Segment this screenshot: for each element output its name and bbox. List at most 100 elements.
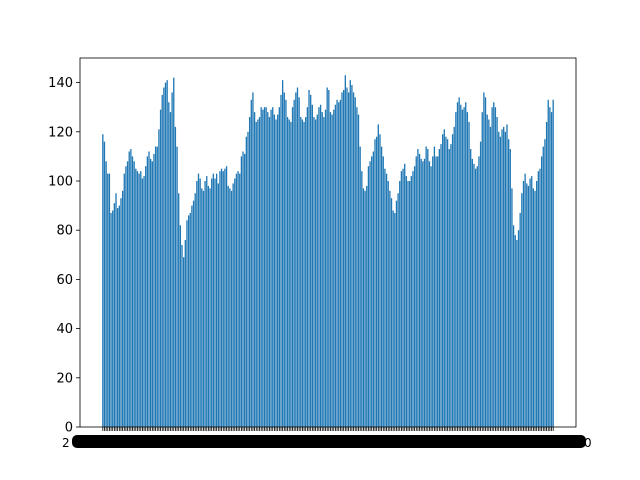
bar: [507, 139, 510, 427]
bar: [413, 166, 416, 428]
bar: [110, 212, 112, 427]
bar: [470, 149, 472, 427]
bar: [112, 210, 114, 427]
bar: [245, 136, 247, 427]
bar: [169, 112, 172, 428]
bar: [178, 193, 180, 427]
bar: [217, 183, 219, 427]
y-tick-label: 100: [48, 175, 73, 190]
bar: [550, 112, 553, 428]
bar: [136, 171, 139, 427]
bar: [171, 92, 173, 427]
bar: [420, 158, 422, 428]
bar: [308, 89, 310, 427]
bar: [135, 168, 137, 427]
plot-frame: [79, 57, 577, 428]
bar: [275, 119, 277, 427]
bar: [319, 104, 322, 428]
bar: [222, 171, 224, 427]
bar: [376, 136, 378, 427]
bar: [448, 149, 450, 427]
bar: [123, 173, 125, 427]
bar: [496, 117, 498, 427]
bar: [390, 198, 393, 427]
bar: [531, 176, 533, 427]
bar: [176, 146, 178, 427]
bar: [196, 181, 198, 427]
bar: [263, 107, 266, 427]
bar: [194, 193, 196, 427]
bar: [130, 149, 132, 427]
bar: [326, 87, 328, 428]
bar: [522, 181, 525, 427]
bar: [314, 119, 317, 427]
bar: [333, 109, 335, 427]
bar: [128, 151, 130, 428]
bar: [456, 102, 459, 427]
bar: [374, 139, 376, 427]
bar: [498, 131, 500, 428]
bar: [501, 129, 503, 427]
bar: [537, 171, 539, 427]
bar: [438, 149, 441, 427]
bar: [417, 149, 419, 427]
bar: [385, 173, 388, 427]
bar: [153, 153, 155, 427]
bar: [512, 225, 515, 427]
bar: [443, 129, 445, 427]
bar: [524, 173, 526, 427]
bar: [239, 173, 241, 427]
bar: [107, 173, 109, 427]
bar: [476, 166, 478, 428]
bar: [286, 117, 289, 427]
bar: [506, 124, 508, 428]
bar: [351, 85, 353, 427]
bar: [159, 109, 162, 427]
y-tick-label: 140: [48, 76, 73, 91]
bar: [491, 107, 493, 427]
bar: [324, 109, 327, 427]
bar: [220, 168, 223, 427]
bar: [268, 117, 271, 427]
bar: [428, 161, 431, 427]
bar: [532, 188, 535, 427]
bar: [349, 80, 351, 427]
bar: [347, 92, 350, 427]
bar: [296, 87, 299, 428]
bar: [423, 158, 426, 428]
bar: [318, 107, 320, 427]
bar: [310, 94, 312, 428]
bar: [465, 102, 467, 427]
bar: [435, 156, 437, 427]
bar: [150, 158, 152, 428]
bar: [458, 97, 460, 428]
bar: [174, 126, 177, 427]
bar: [336, 99, 338, 427]
bar: [168, 102, 170, 427]
bar: [387, 181, 389, 427]
bar: [225, 166, 228, 428]
bar: [102, 134, 104, 427]
bar: [277, 114, 279, 427]
bar: [539, 168, 541, 427]
bar: [463, 107, 465, 427]
bar: [503, 126, 505, 427]
bar: [206, 176, 208, 427]
bar: [367, 166, 370, 428]
y-tick-label: 120: [48, 125, 73, 140]
bar: [484, 97, 487, 428]
bar: [493, 102, 495, 427]
bar: [362, 188, 365, 427]
bar: [237, 171, 239, 427]
bar: [211, 178, 213, 427]
bar: [468, 121, 470, 428]
bar: [117, 208, 119, 427]
bar: [234, 178, 236, 427]
x-tick-label-first: 2: [62, 436, 70, 450]
bar: [343, 89, 345, 427]
bar: [494, 107, 497, 427]
bar: [113, 203, 116, 427]
bar: [440, 144, 442, 427]
bar: [341, 92, 343, 427]
